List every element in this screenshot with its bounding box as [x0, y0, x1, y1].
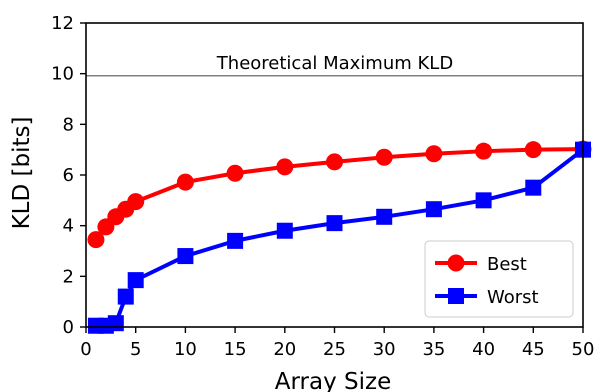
point-best	[326, 153, 343, 171]
point-best	[375, 148, 393, 166]
point-best	[475, 142, 493, 160]
x-tick-label: 25	[323, 339, 346, 360]
reference-line-label: Theoretical Maximum KLD	[216, 53, 453, 74]
point-best	[226, 164, 244, 182]
point-worst	[127, 272, 144, 289]
point-worst	[475, 192, 492, 209]
x-tick-label: 20	[273, 339, 296, 360]
axes-layer: 0 5 10 15 20 25 30 35 40 45 50 0 2 4 6 8 10 12	[51, 13, 594, 360]
point-best	[176, 173, 194, 191]
x-tick-label: 5	[130, 339, 141, 360]
y-tick-label: 8	[63, 114, 74, 135]
y-axis-label: KLD [bits]	[9, 117, 35, 230]
point-best	[276, 158, 294, 176]
legend: Best Worst	[424, 240, 574, 318]
point-best	[127, 193, 145, 211]
y-tick-label: 2	[63, 266, 74, 287]
point-worst	[177, 248, 194, 265]
point-worst	[117, 288, 134, 305]
x-tick-label: 10	[174, 339, 197, 360]
x-tick-label: 40	[472, 339, 495, 360]
point-worst	[227, 232, 244, 249]
x-tick-label: 45	[522, 339, 545, 360]
y-tick-label: 6	[63, 165, 74, 186]
y-tick-label: 0	[63, 317, 74, 338]
x-axis-label: Array Size	[275, 369, 391, 392]
x-tick-label: 15	[224, 339, 247, 360]
point-best	[425, 145, 443, 163]
point-worst	[425, 201, 442, 218]
legend-marker-best	[447, 254, 465, 272]
legend-label-best: Best	[487, 254, 527, 275]
point-best	[524, 141, 542, 159]
y-tick-label: 4	[63, 216, 74, 237]
legend-marker-worst	[448, 288, 464, 304]
x-tick-label: 50	[572, 339, 595, 360]
x-tick-label: 30	[373, 339, 396, 360]
series-layer	[87, 140, 592, 334]
y-tick-label: 10	[51, 64, 74, 85]
point-worst	[107, 315, 124, 332]
point-best	[87, 231, 105, 249]
point-worst	[376, 208, 393, 225]
point-worst	[326, 215, 343, 232]
x-tick-label: 35	[422, 339, 445, 360]
point-worst	[525, 179, 542, 196]
y-tick-label: 12	[51, 13, 74, 34]
legend-label-worst: Worst	[487, 287, 539, 308]
x-tick-label: 0	[80, 339, 91, 360]
point-worst	[276, 222, 293, 239]
